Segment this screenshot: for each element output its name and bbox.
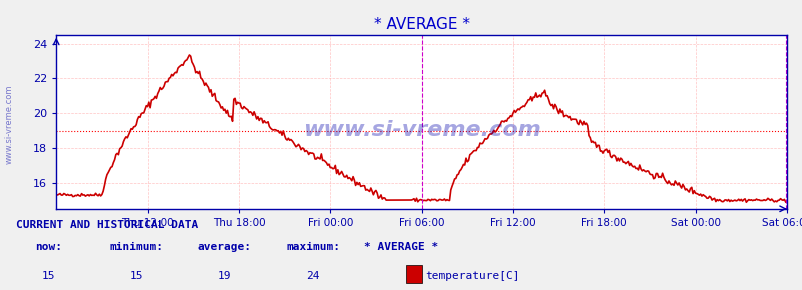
Text: * AVERAGE *: * AVERAGE * [364,242,438,252]
Text: temperature[C]: temperature[C] [425,271,520,281]
Text: 15: 15 [130,271,143,281]
Text: now:: now: [34,242,62,252]
Text: maximum:: maximum: [286,242,340,252]
Text: www.si-vreme.com: www.si-vreme.com [5,85,14,164]
Text: CURRENT AND HISTORICAL DATA: CURRENT AND HISTORICAL DATA [16,220,198,230]
Text: www.si-vreme.com: www.si-vreme.com [302,121,540,140]
Title: * AVERAGE *: * AVERAGE * [373,17,469,32]
Text: 15: 15 [42,271,55,281]
Text: 24: 24 [306,271,319,281]
Text: average:: average: [197,242,252,252]
Text: minimum:: minimum: [109,242,164,252]
Text: 19: 19 [218,271,231,281]
Bar [405,264,421,283]
